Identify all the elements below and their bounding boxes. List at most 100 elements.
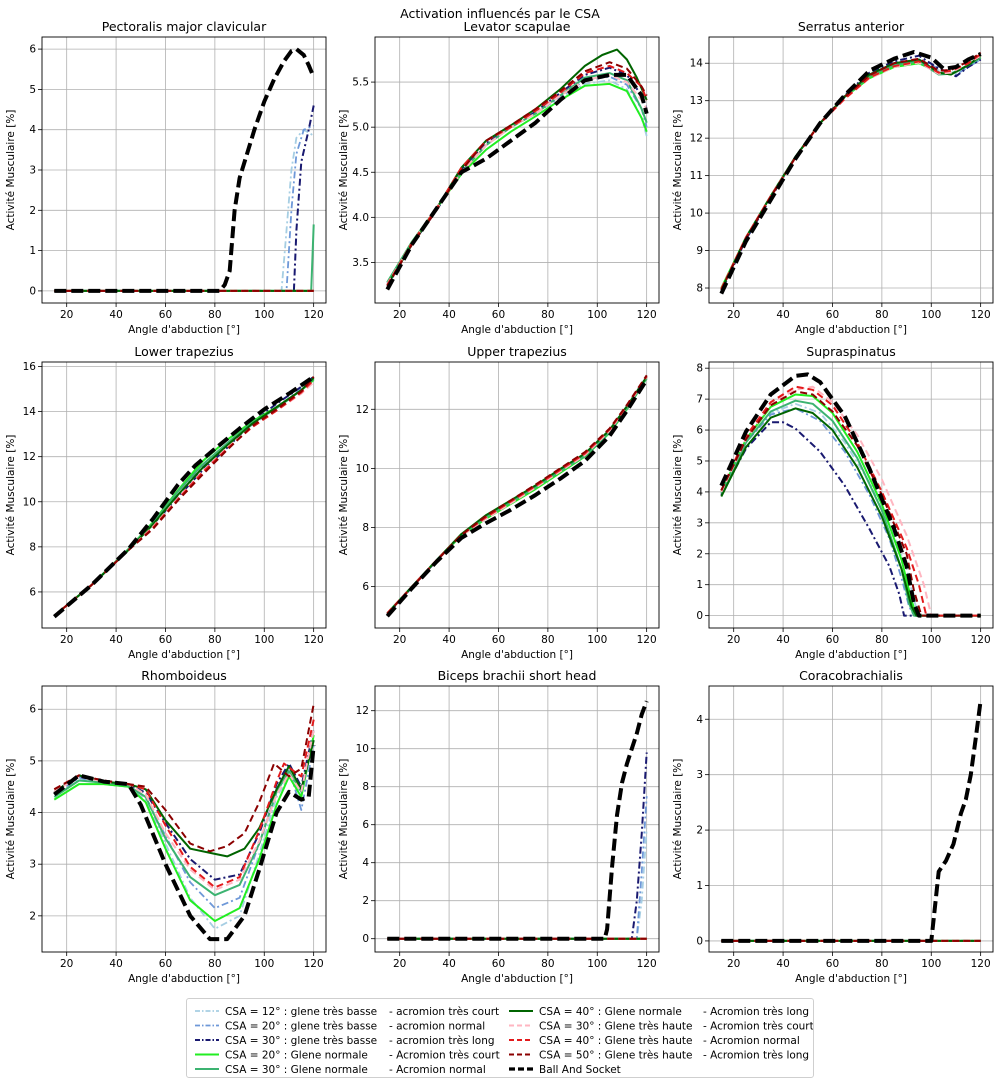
- legend-label: CSA = 40° : Glene très haute: [539, 1035, 692, 1047]
- legend-suffix: - Acromion normal: [703, 1035, 800, 1047]
- legend-label: CSA = 20° : glene très basse: [225, 1020, 377, 1032]
- subplot-levator-scapulae: 20 40 60 80 100 120 3.5 4.0 4.5 5.0 5.5 Levator sca…: [338, 19, 660, 336]
- x-tick-label: 40: [776, 634, 789, 646]
- x-axis-label: Angle d'abduction [°]: [128, 973, 240, 985]
- y-tick-label: 8: [696, 363, 703, 375]
- series-group: [53, 703, 316, 942]
- x-tick-label: 20: [60, 634, 73, 646]
- legend-entries: CSA = 12° : glene très basse - acromion t…: [195, 1006, 814, 1076]
- subplot-rhomboideus: 20 40 60 80 100 120 2 3 4 5 6 Rhomboideus Angle d'ab…: [5, 668, 327, 985]
- series-line-ball-and-socket: [53, 745, 316, 942]
- y-tick-label: 5: [29, 84, 36, 96]
- x-axis-label: Angle d'abduction [°]: [795, 649, 907, 661]
- series-line-csa-12-glene-tres-basse: [387, 828, 648, 940]
- y-axis-label: Activité Musculaire [%]: [5, 110, 17, 231]
- series-line-csa-20-glene-tres-basse: [53, 377, 315, 617]
- y-tick-label: 8: [29, 541, 36, 553]
- series-line-csa-30-glene-tres-basse: [387, 752, 648, 940]
- subplot-title: Lower trapezius: [134, 344, 233, 359]
- y-axis-label: Activité Musculaire [%]: [672, 110, 684, 231]
- x-tick-label: 120: [971, 309, 991, 321]
- series-line-csa-30-glene-tres-haute: [386, 376, 648, 614]
- x-tick-label: 40: [109, 309, 122, 321]
- axes-frame: [708, 685, 994, 953]
- x-tick-label: 100: [921, 634, 941, 646]
- y-tick-label: 0: [29, 285, 36, 297]
- series-line-csa-30-glene-tres-basse: [54, 105, 315, 292]
- subplot-title: Upper trapezius: [467, 344, 567, 359]
- series-line-csa-12-glene-tres-basse: [53, 379, 315, 617]
- series-line-ball-and-socket: [385, 72, 649, 291]
- x-tick-label: 20: [393, 309, 406, 321]
- x-tick-label: 60: [159, 309, 172, 321]
- x-tick-label: 120: [304, 634, 324, 646]
- series-line-csa-12-glene-tres-basse: [720, 402, 981, 617]
- y-axis-label: Activité Musculaire [%]: [5, 435, 17, 556]
- subplot-title: Levator scapulae: [464, 19, 571, 34]
- x-tick-label: 60: [159, 958, 172, 970]
- series-line-csa-20-glene-tres-basse: [386, 75, 648, 284]
- axes-frame: [374, 36, 660, 304]
- axes-frame: [374, 361, 660, 629]
- series-line-csa-40-glene-normale: [720, 407, 981, 617]
- series-line-csa-40-glene-tres-haute: [53, 379, 315, 617]
- series-line-csa-30-glene-tres-basse: [53, 729, 315, 881]
- x-tick-label: 100: [587, 309, 607, 321]
- y-tick-label: 3.5: [352, 257, 369, 269]
- y-tick-label: 2: [696, 548, 703, 560]
- y-tick-label: 16: [23, 361, 37, 373]
- legend-label: CSA = 40° : Glene normale: [539, 1006, 682, 1018]
- x-axis-label: Angle d'abduction [°]: [461, 973, 573, 985]
- legend-suffix: - Acromion très long: [703, 1006, 809, 1018]
- y-tick-label: 0: [362, 933, 369, 945]
- legend-label: Ball And Socket: [539, 1064, 621, 1076]
- x-tick-label: 20: [727, 958, 740, 970]
- subplot-serratus-anterior: 20 40 60 80 100 120 8 9 10 11 12 13 14 Serratus anter…: [672, 19, 994, 336]
- y-tick-label: 8: [362, 781, 369, 793]
- subplot-title: Supraspinatus: [806, 344, 895, 359]
- x-tick-label: 120: [637, 309, 657, 321]
- y-axis-label: Activité Musculaire [%]: [672, 759, 684, 880]
- series-group: [385, 48, 649, 291]
- x-axis-label: Angle d'abduction [°]: [461, 324, 573, 336]
- series-line-csa-40-glene-tres-haute: [720, 385, 981, 617]
- y-tick-label: 5: [29, 755, 36, 767]
- x-axis-label: Angle d'abduction [°]: [795, 324, 907, 336]
- axes-frame: [374, 685, 660, 953]
- x-tick-label: 40: [442, 309, 455, 321]
- y-axis-label: Activité Musculaire [%]: [5, 759, 17, 880]
- y-tick-label: 1: [29, 245, 36, 257]
- series-line-csa-50-glene-tres-haute: [720, 390, 981, 617]
- y-tick-label: 6: [29, 44, 36, 56]
- series-line-csa-30-glene-tres-basse: [720, 421, 981, 617]
- y-tick-label: 2: [29, 205, 36, 217]
- x-tick-label: 40: [776, 958, 789, 970]
- legend-label: CSA = 50° : Glene très haute: [539, 1049, 692, 1061]
- series-line-csa-20-glene-tres-basse: [53, 745, 315, 909]
- y-tick-label: 8: [696, 283, 703, 295]
- y-tick-label: 7: [696, 394, 703, 406]
- y-axis-label: Activité Musculaire [%]: [672, 435, 684, 556]
- series-line-csa-20-glene-normale: [53, 379, 315, 617]
- series-group: [385, 374, 649, 618]
- series-group: [721, 699, 983, 943]
- series-line-csa-50-glene-tres-haute: [386, 374, 648, 615]
- y-tick-label: 0: [696, 610, 703, 622]
- x-tick-label: 80: [875, 309, 888, 321]
- subplot-title: Coracobrachialis: [799, 668, 903, 683]
- x-tick-label: 40: [109, 634, 122, 646]
- legend-label: CSA = 30° : glene très basse: [225, 1035, 377, 1047]
- subplot-supraspinatus: 20 40 60 80 100 120 0 1 2 3 4 5 6 7 8 Supraspinatus Angl…: [672, 344, 994, 661]
- subplot-upper-trapezius: 20 40 60 80 100 120 6 8 10 12 Upper trapezius Angle…: [338, 344, 660, 661]
- x-tick-label: 100: [254, 958, 274, 970]
- x-tick-label: 60: [492, 958, 505, 970]
- series-group: [387, 700, 649, 941]
- y-tick-label: 12: [690, 133, 703, 145]
- x-tick-label: 80: [875, 634, 888, 646]
- x-tick-label: 60: [492, 309, 505, 321]
- x-tick-label: 80: [208, 958, 221, 970]
- series-line-csa-40-glene-normale: [53, 377, 315, 617]
- series-group: [53, 375, 315, 619]
- x-tick-label: 40: [442, 958, 455, 970]
- y-tick-label: 4: [29, 807, 36, 819]
